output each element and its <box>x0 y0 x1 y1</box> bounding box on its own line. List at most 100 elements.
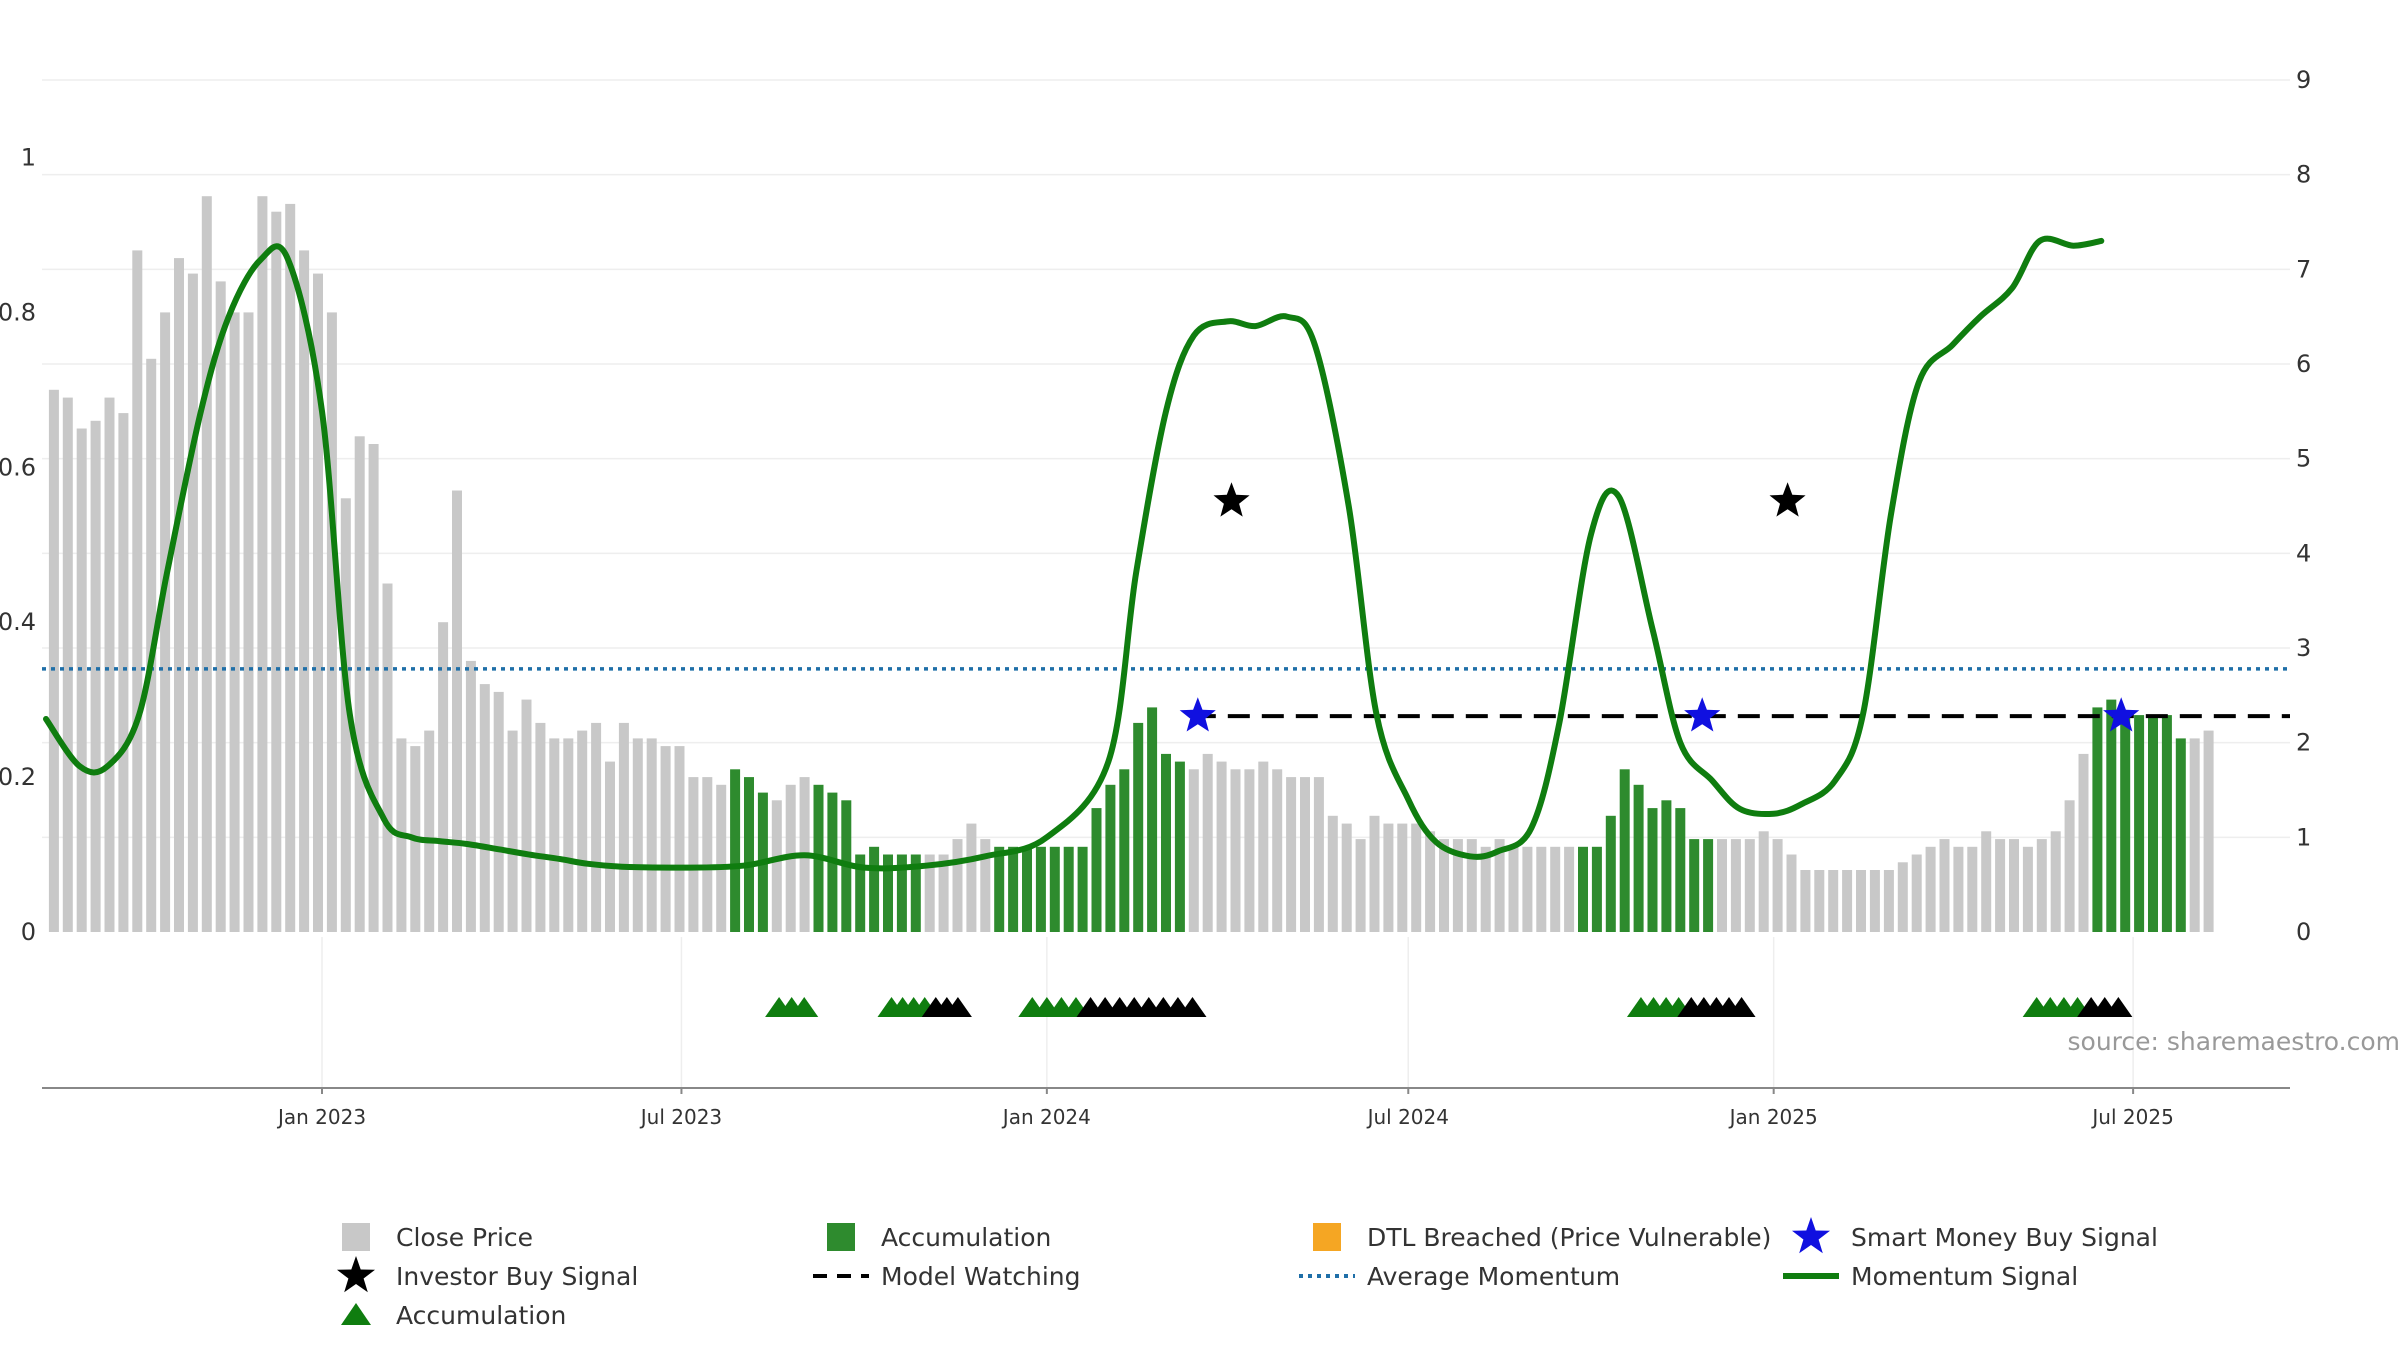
close-price-bar <box>1397 823 1408 932</box>
close-price-bar <box>132 250 143 932</box>
legend-label: Accumulation <box>881 1223 1051 1252</box>
close-price-bar <box>326 312 337 932</box>
legend-label: Model Watching <box>881 1262 1081 1291</box>
close-price-bar <box>2022 846 2033 932</box>
close-price-bar <box>1369 815 1380 932</box>
close-price-bar <box>299 250 310 932</box>
left-axis-tick-label: 1 <box>21 143 36 171</box>
close-price-bar <box>1939 839 1950 932</box>
legend-item: Average Momentum <box>1299 1262 1620 1291</box>
legend-item: Accumulation <box>341 1301 566 1330</box>
legend-swatch <box>827 1223 855 1251</box>
right-axis-tick-label: 4 <box>2296 539 2311 567</box>
close-price-bar <box>452 490 462 932</box>
legend-item: Accumulation <box>827 1223 1051 1252</box>
close-price-bar <box>1425 831 1436 932</box>
close-price-bar <box>674 746 685 932</box>
close-price-bar <box>577 730 588 932</box>
close-price-bar <box>1856 870 1866 932</box>
close-price-bar <box>465 660 476 932</box>
legend-star-icon <box>337 1256 375 1293</box>
close-price-bar <box>1536 846 1547 932</box>
right-axis-tick-label: 8 <box>2296 161 2311 189</box>
legend-label: Investor Buy Signal <box>396 1262 638 1291</box>
accumulation-bar <box>1605 815 1616 932</box>
close-price-bar <box>646 738 657 932</box>
accumulation-bar <box>896 854 907 932</box>
accumulation-bar <box>883 854 893 932</box>
close-price-bar <box>1313 777 1324 932</box>
close-price-bar <box>229 312 240 932</box>
close-price-bar <box>1911 854 1922 932</box>
close-price-bar <box>1272 769 1283 932</box>
accumulation-bar <box>1675 808 1686 932</box>
accumulation-bar <box>2161 715 2172 932</box>
close-price-bars <box>48 196 2214 933</box>
close-price-bar <box>479 684 490 932</box>
accumulation-bar <box>1008 846 1019 932</box>
legend-item: Momentum Signal <box>1783 1262 2078 1291</box>
close-price-bar <box>368 444 379 932</box>
close-price-bar <box>1717 839 1727 932</box>
close-price-bar <box>1383 823 1394 932</box>
legend-star-icon <box>1792 1217 1830 1254</box>
watching-triangle <box>943 997 972 1017</box>
x-axis-tick-label: Jul 2025 <box>2090 1105 2173 1129</box>
right-axis-tick-label: 7 <box>2296 255 2311 283</box>
close-price-bar <box>1508 846 1519 932</box>
x-axis-tick-label: Jan 2025 <box>1728 1105 1818 1129</box>
close-price-bar <box>1216 761 1227 932</box>
accumulation-bar <box>869 846 880 932</box>
accumulation-bar <box>1063 846 1074 932</box>
accumulation-bar <box>1049 846 1060 932</box>
close-price-bar <box>2050 831 2061 932</box>
close-price-bar <box>1411 823 1422 932</box>
close-price-bar <box>1564 846 1575 932</box>
x-axis-tick-label: Jul 2023 <box>639 1105 722 1129</box>
close-price-bar <box>1355 839 1366 932</box>
close-price-bar <box>1480 846 1491 932</box>
close-price-bar <box>1897 862 1908 932</box>
axes: 0 0.2 0.4 0.6 0.8 1 0 1 2 3 4 5 6 7 8 9 Jan 2023 Jul 2023… <box>0 66 2311 1129</box>
close-price-bar <box>605 761 615 932</box>
close-price-bar <box>1300 777 1310 932</box>
close-price-bar <box>1883 870 1894 932</box>
close-price-bar <box>2078 753 2089 932</box>
x-axis-tick-label: Jan 2024 <box>1001 1105 1091 1129</box>
close-price-bar <box>1925 846 1936 932</box>
close-price-bar <box>1327 815 1338 932</box>
right-axis-tick-label: 2 <box>2296 729 2311 757</box>
source-label: source: sharemaestro.com <box>2068 1027 2400 1056</box>
accumulation-bar <box>744 777 754 932</box>
close-price-bar <box>938 854 949 932</box>
close-price-bar <box>2009 839 2019 932</box>
signal-markers <box>765 482 2140 1017</box>
close-price-bar <box>632 738 643 932</box>
accumulation-bar <box>1578 846 1588 932</box>
close-price-bar <box>48 389 59 932</box>
close-price-bar <box>980 839 991 932</box>
close-price-bar <box>285 203 296 932</box>
x-axis-tick-label: Jan 2023 <box>276 1105 366 1129</box>
close-price-bar <box>1341 823 1352 932</box>
watching-triangle <box>2104 997 2133 1017</box>
watching-triangle <box>1178 997 1207 1017</box>
close-price-bar <box>1230 769 1241 932</box>
accumulation-bar <box>1105 784 1116 932</box>
close-price-bar <box>438 622 449 932</box>
close-price-bar <box>1202 753 1213 932</box>
close-price-bar <box>1744 839 1755 932</box>
close-price-bar <box>702 777 713 932</box>
legend-item: DTL Breached (Price Vulnerable) <box>1313 1223 1771 1252</box>
close-price-bar <box>2036 839 2047 932</box>
smart-money-star <box>1684 697 1721 732</box>
close-price-bar <box>215 281 226 932</box>
accumulation-bar <box>1647 808 1658 932</box>
close-price-bar <box>924 854 935 932</box>
legend-swatch <box>1313 1223 1341 1251</box>
close-price-bar <box>1258 761 1269 932</box>
momentum-lines <box>42 235 2290 872</box>
close-price-bar <box>62 397 73 933</box>
legend-label: Close Price <box>396 1223 533 1252</box>
close-price-bar <box>340 498 351 932</box>
